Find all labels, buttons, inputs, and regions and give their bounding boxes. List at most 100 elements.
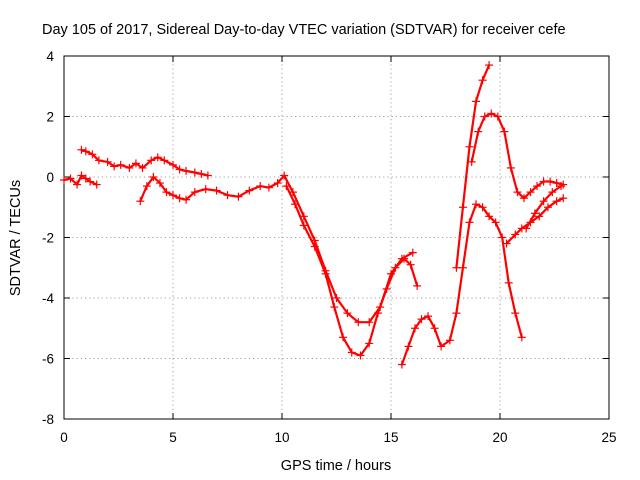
series-track-3 xyxy=(136,171,417,327)
data-point-marker xyxy=(465,142,474,151)
series-line xyxy=(400,203,523,366)
data-point-marker xyxy=(552,179,561,188)
data-point-marker xyxy=(480,112,489,121)
plot-frame xyxy=(63,55,610,420)
data-point-marker xyxy=(437,342,446,351)
series-line xyxy=(80,148,209,177)
data-point-marker xyxy=(332,294,341,302)
data-point-marker xyxy=(169,160,177,169)
data-point-marker xyxy=(201,185,210,194)
y-tick-label: 4 xyxy=(46,49,54,64)
data-point-marker xyxy=(190,168,199,177)
series-line xyxy=(470,112,565,200)
y-tick-label: 2 xyxy=(46,110,54,125)
x-tick-label: 5 xyxy=(169,430,177,445)
data-point-marker xyxy=(142,182,151,191)
data-point-marker xyxy=(136,197,145,206)
data-point-marker xyxy=(506,163,515,172)
data-point-marker xyxy=(493,112,502,121)
data-point-marker xyxy=(280,171,289,180)
data-point-marker xyxy=(88,150,97,159)
data-point-marker xyxy=(517,333,526,342)
data-point-marker xyxy=(373,309,382,318)
data-point-marker xyxy=(465,218,474,227)
data-point-marker xyxy=(203,171,212,180)
data-point-marker xyxy=(73,180,82,189)
data-point-marker xyxy=(400,254,409,263)
data-point-marker xyxy=(131,159,140,168)
data-point-marker xyxy=(175,194,184,203)
x-tick-label: 0 xyxy=(60,430,68,445)
series-track-2 xyxy=(77,145,212,180)
y-tick-label: -6 xyxy=(42,352,54,367)
y-tick-label: -8 xyxy=(42,412,54,427)
data-point-marker xyxy=(149,173,158,181)
data-point-marker xyxy=(155,179,164,188)
series-line xyxy=(505,197,565,245)
series-line xyxy=(455,63,491,269)
data-point-marker xyxy=(234,192,243,201)
data-point-marker xyxy=(153,153,162,162)
data-point-marker xyxy=(467,157,476,166)
data-series xyxy=(60,61,568,369)
data-point-marker xyxy=(92,180,101,189)
data-point-marker xyxy=(513,188,522,197)
data-point-marker xyxy=(404,342,413,351)
series-track-7 xyxy=(467,109,568,203)
data-point-marker xyxy=(299,221,308,230)
data-point-marker xyxy=(245,186,254,195)
data-point-marker xyxy=(169,191,177,200)
data-point-marker xyxy=(498,233,507,242)
data-point-marker xyxy=(491,218,500,227)
y-tick-label: -2 xyxy=(42,231,54,246)
series-track-6 xyxy=(452,61,494,272)
data-point-marker xyxy=(77,171,86,180)
data-point-marker xyxy=(81,174,90,183)
data-point-marker xyxy=(125,163,134,172)
data-point-marker xyxy=(452,309,461,318)
data-point-marker xyxy=(116,160,125,169)
data-point-marker xyxy=(103,157,112,166)
data-point-marker xyxy=(223,191,232,200)
data-point-marker xyxy=(487,109,496,118)
data-point-marker xyxy=(256,182,265,191)
data-point-marker xyxy=(458,203,467,212)
data-point-marker xyxy=(291,200,300,209)
data-point-marker xyxy=(445,336,454,345)
x-tick-label: 25 xyxy=(601,430,616,445)
data-point-marker xyxy=(212,186,221,195)
data-point-marker xyxy=(282,182,291,191)
data-point-marker xyxy=(535,212,544,221)
data-point-marker xyxy=(190,188,199,197)
data-point-marker xyxy=(413,281,422,290)
data-point-marker xyxy=(343,309,352,318)
data-point-marker xyxy=(478,76,487,85)
data-point-marker xyxy=(330,303,339,312)
data-point-marker xyxy=(110,162,119,171)
data-point-marker xyxy=(417,315,426,324)
data-point-marker xyxy=(539,197,548,206)
data-point-marker xyxy=(365,339,374,348)
data-point-marker xyxy=(397,360,406,369)
y-tick-label: 0 xyxy=(46,170,54,185)
y-axis-label: SDTVAR / TECUs xyxy=(8,180,24,296)
y-tick-label: -4 xyxy=(42,291,54,306)
data-point-marker xyxy=(182,195,191,204)
data-point-marker xyxy=(264,183,273,192)
data-point-marker xyxy=(452,263,461,272)
data-point-marker xyxy=(60,176,68,185)
data-point-marker xyxy=(86,177,95,186)
data-point-marker xyxy=(138,163,147,172)
data-point-marker xyxy=(365,318,374,327)
data-point-marker xyxy=(552,197,561,206)
data-point-marker xyxy=(511,230,520,239)
data-point-marker xyxy=(530,209,539,218)
data-point-marker xyxy=(147,156,156,165)
series-track-8 xyxy=(502,194,568,248)
data-point-marker xyxy=(472,200,481,209)
data-point-marker xyxy=(356,351,365,360)
chart-title: Day 105 of 2017, Sidereal Day-to-day VTE… xyxy=(42,22,566,38)
x-tick-label: 15 xyxy=(383,430,398,445)
x-axis-label: GPS time / hours xyxy=(281,458,391,474)
series-line xyxy=(285,185,419,357)
